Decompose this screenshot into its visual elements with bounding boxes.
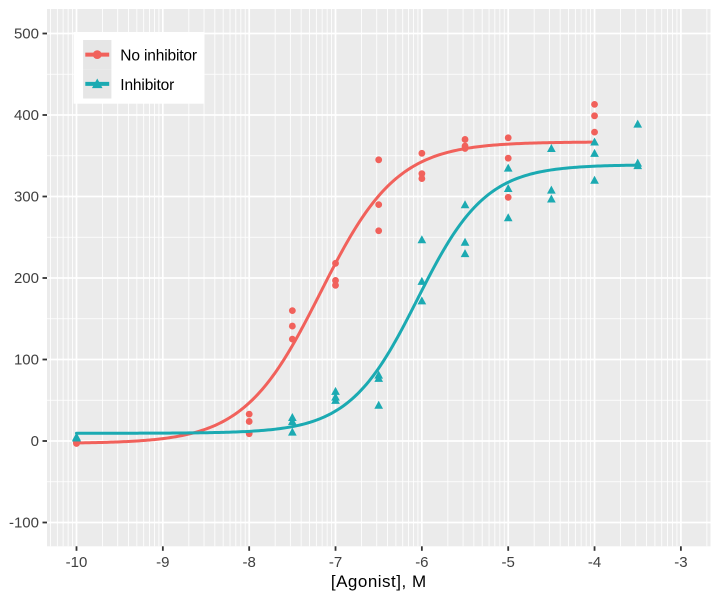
data-point-circle [73,440,80,447]
data-point-circle [504,134,512,142]
data-point-triangle [374,400,384,409]
data-point-triangle [503,183,513,192]
legend: No inhibitor Inhibitor [73,32,205,104]
data-point-circle [591,128,598,136]
points-inhibitor [72,119,643,442]
data-point-triangle [288,412,297,421]
data-point-triangle [633,119,643,128]
data-point-triangle [417,235,427,244]
data-point-circle [461,145,469,152]
data-point-circle [418,175,426,182]
y-tick-label: -100 [9,515,39,532]
data-point-circle [332,259,339,267]
y-tick-label: 400 [14,107,39,124]
data-point-triangle [590,137,599,146]
curve-inhibitor [75,163,640,435]
y-tick-label: 500 [14,26,39,43]
data-point-circle [288,335,296,343]
data-point-triangle [633,161,643,170]
data-point-triangle [331,386,340,395]
data-point-triangle [417,296,427,305]
data-point-triangle [460,200,470,209]
y-tick-labels: -100 0 100 200 300 400 500 [9,26,39,532]
y-tick-label: 100 [14,352,39,369]
x-tick-label: -10 [66,554,88,571]
data-point-triangle [590,175,599,184]
x-tick-label: -6 [415,554,428,571]
data-point-circle [418,149,426,157]
data-point-circle [332,281,339,289]
data-point-circle [375,156,383,164]
data-point-triangle [460,237,470,246]
data-point-triangle [460,249,470,258]
x-tick-label: -8 [243,554,256,571]
legend-marker-triangle [91,78,103,89]
legend-label: No inhibitor [120,48,197,65]
legend-marker-circle [92,50,102,60]
y-tick-label: 200 [14,270,39,287]
data-point-triangle [417,276,427,285]
data-point-triangle [72,433,81,442]
x-tick-labels: -10 -9 -8 -7 -6 -5 -4 -3 [66,554,688,571]
data-point-triangle [331,395,340,404]
data-point-circle [591,112,598,120]
data-point-circle [504,154,512,162]
data-point-circle [288,307,296,314]
data-point-circle [288,322,296,330]
data-point-triangle [288,417,297,426]
legend-label: Inhibitor [120,77,174,94]
data-point-triangle [503,213,513,222]
data-point-triangle [547,194,556,203]
data-point-triangle [374,373,384,382]
y-tick-label: 300 [14,189,39,206]
data-point-triangle [503,163,513,172]
data-point-triangle [288,427,297,436]
data-point-circle [504,193,512,201]
plot-area-content [72,101,643,447]
data-point-circle [375,201,383,209]
x-tick-label: -4 [588,554,601,571]
data-point-triangle [590,148,599,157]
x-axis-title: [Agonist], M [331,572,427,591]
data-point-triangle [547,144,556,153]
x-tick-label: -7 [329,554,342,571]
data-point-circle [245,410,253,418]
data-point-circle [461,136,469,143]
axis-ticks [42,32,682,551]
data-point-circle [245,418,253,425]
data-point-circle [375,227,383,235]
x-tick-label: -5 [502,554,515,571]
data-point-circle [418,170,426,178]
data-point-triangle [547,185,556,194]
x-tick-label: -3 [674,554,687,571]
data-point-circle [332,277,339,284]
x-tick-label: -9 [156,554,169,571]
y-tick-label: 0 [31,433,39,450]
data-point-circle [591,101,598,108]
